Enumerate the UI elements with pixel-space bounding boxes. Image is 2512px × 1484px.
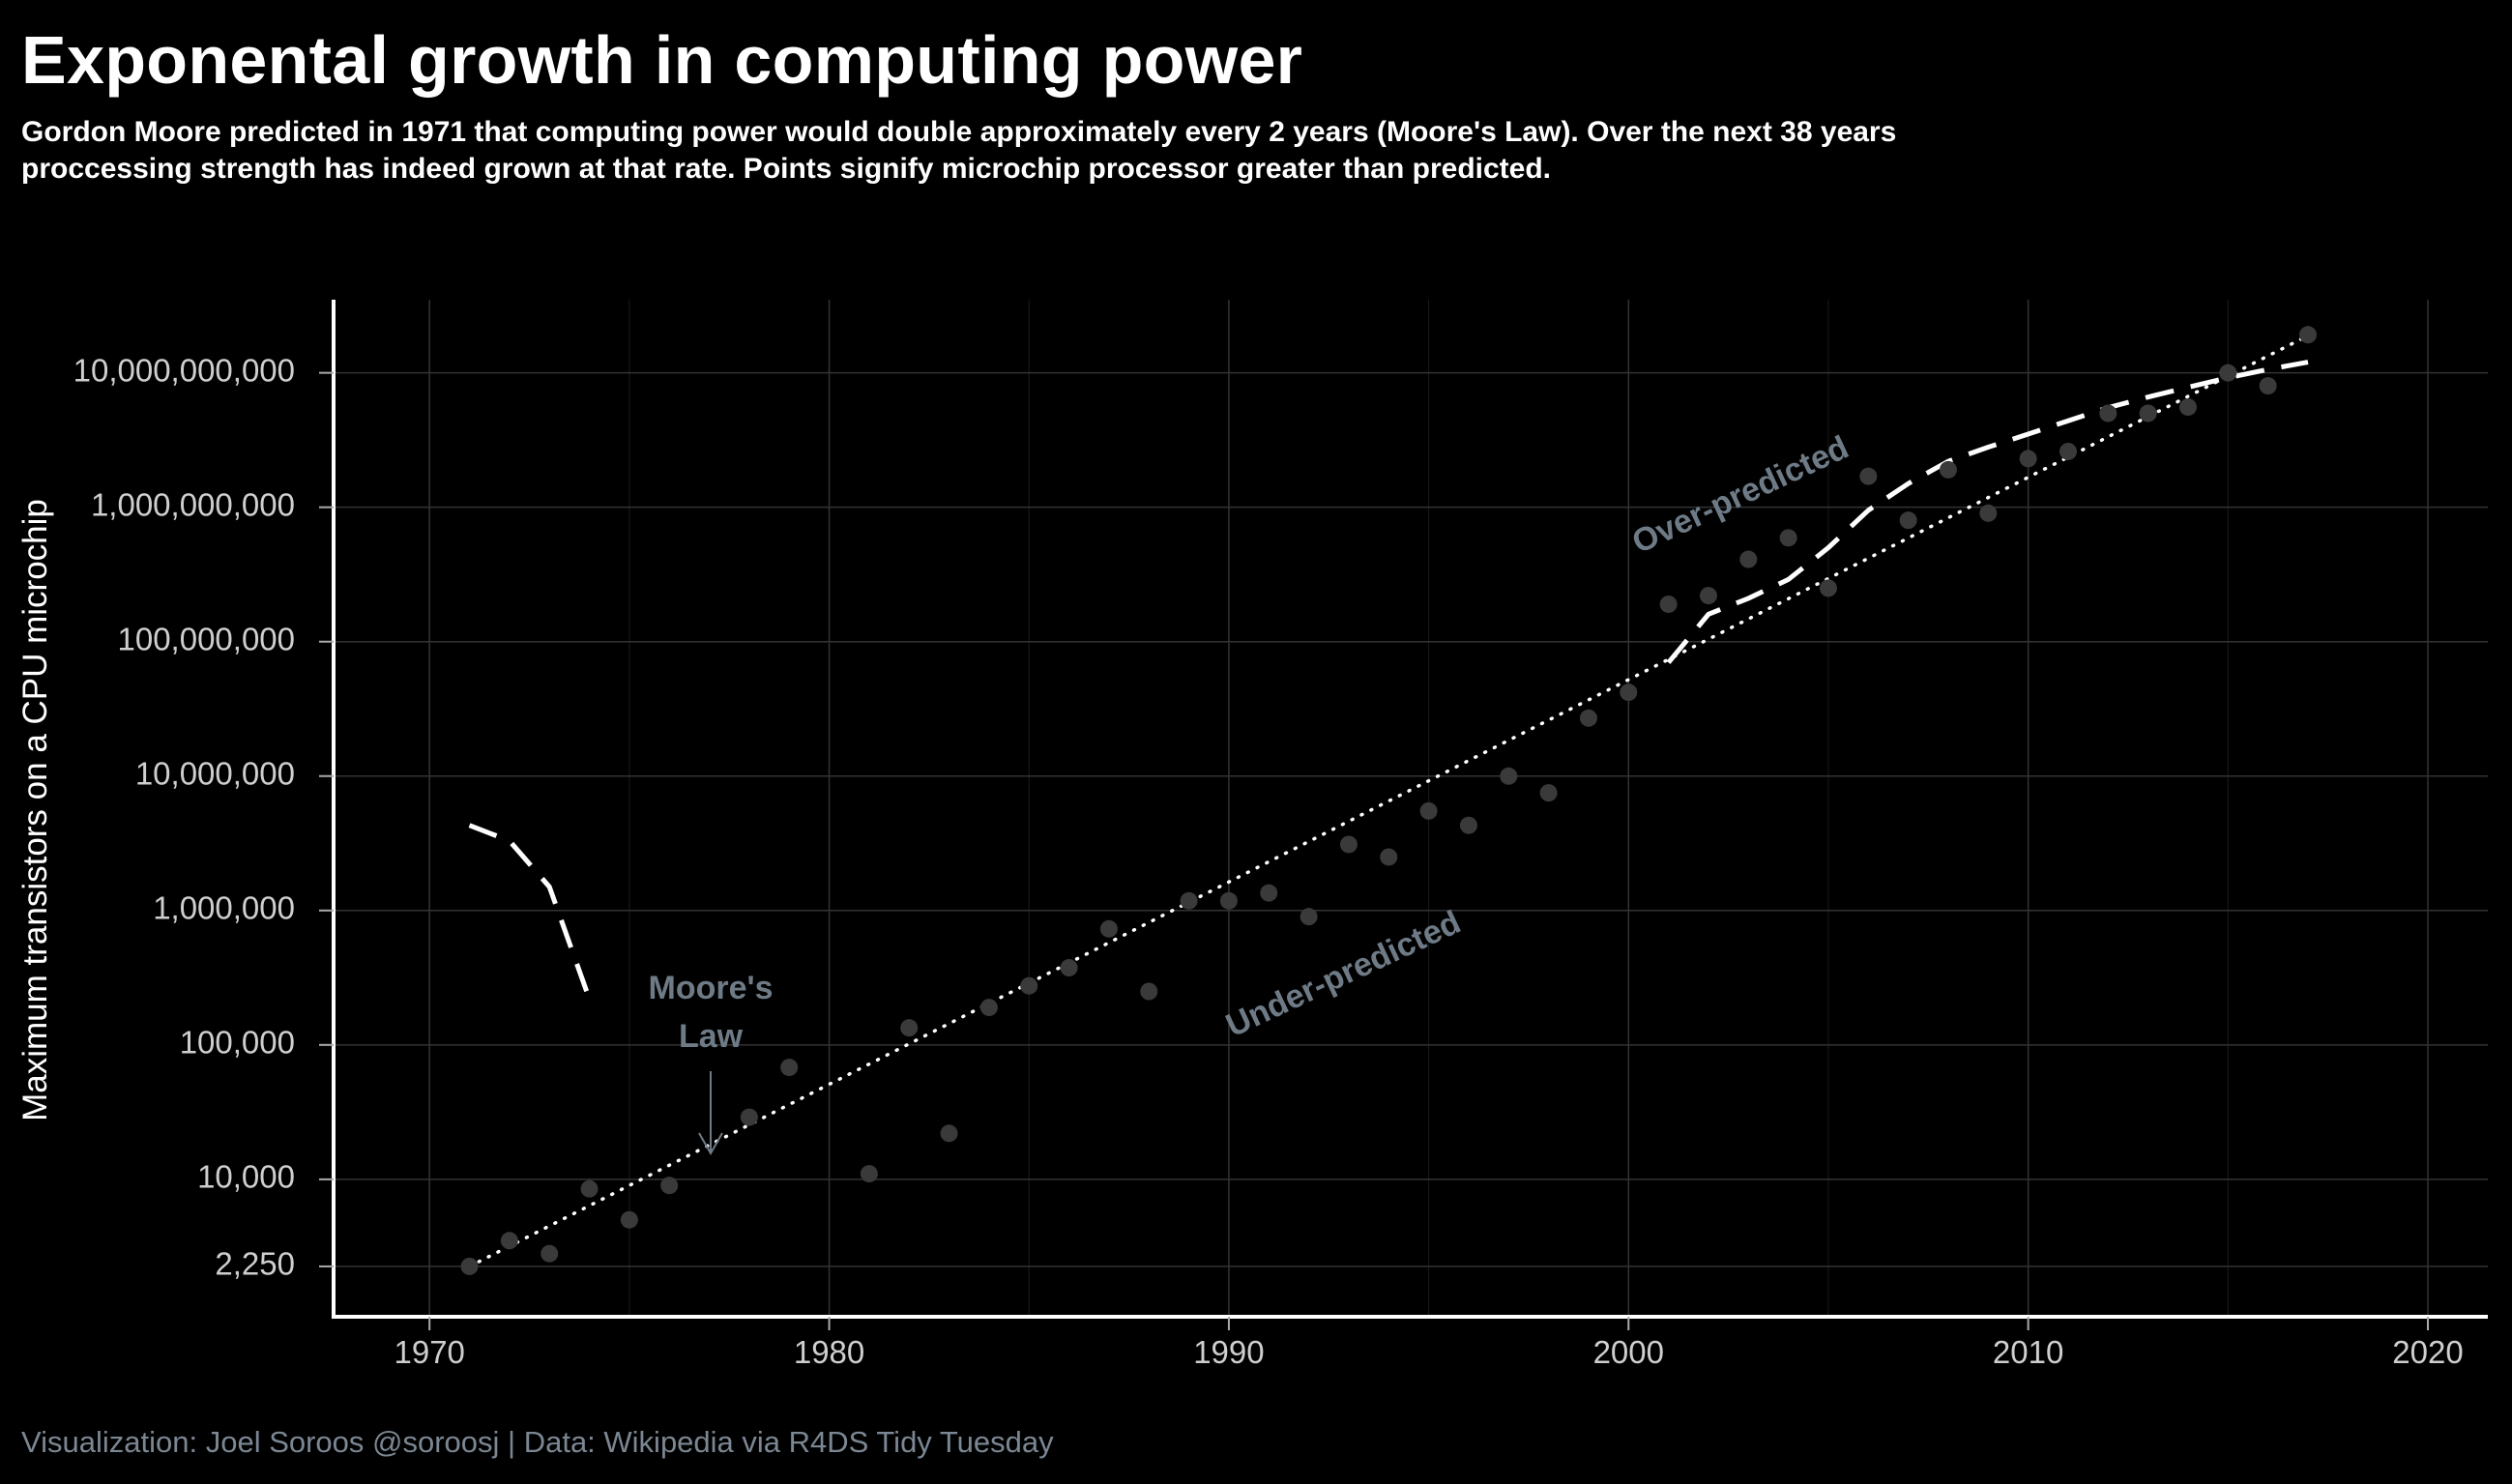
- moores-law-label-line2: Law: [679, 1018, 744, 1055]
- data-point: [1739, 550, 1758, 568]
- y-tick-label: 2,250: [215, 1246, 295, 1282]
- x-tick-label: 1980: [794, 1334, 864, 1370]
- data-point: [860, 1165, 878, 1183]
- data-point: [1979, 504, 1998, 522]
- x-tick-label: 2020: [2392, 1334, 2463, 1370]
- data-point: [500, 1232, 518, 1250]
- data-point: [580, 1179, 599, 1198]
- data-point: [460, 1257, 479, 1275]
- data-point: [1539, 784, 1558, 802]
- y-tick-label: 100,000: [180, 1025, 295, 1061]
- data-point: [1180, 891, 1198, 910]
- moores-law-line: [467, 334, 2310, 1268]
- data-point: [2259, 377, 2277, 395]
- axes: [332, 300, 2488, 1319]
- data-point: [1899, 511, 1917, 530]
- trend-dashed-line: [468, 823, 592, 1001]
- data-point: [540, 1244, 559, 1263]
- data-point: [1939, 460, 1957, 479]
- x-tick-label: 2000: [1593, 1334, 1664, 1370]
- caption: Visualization: Joel Soroos @soroosj | Da…: [21, 1425, 1054, 1459]
- trend-lines: [468, 360, 2309, 1001]
- data-point: [740, 1108, 758, 1126]
- data-points: [460, 326, 2317, 1275]
- data-point: [900, 1019, 919, 1037]
- data-point: [1099, 919, 1118, 938]
- over-predicted-label: Over-predicted: [1626, 429, 1854, 562]
- data-point: [1140, 982, 1158, 1001]
- data-point: [2298, 326, 2317, 344]
- x-tick-label: 1990: [1193, 1334, 1264, 1370]
- chart-subtitle: Gordon Moore predicted in 1971 that comp…: [21, 116, 1897, 185]
- trend-dashed-line: [1666, 360, 2309, 664]
- data-point: [2019, 450, 2037, 468]
- y-tick-label: 10,000: [197, 1159, 295, 1195]
- chart-title: Exponental growth in computing power: [21, 22, 1303, 98]
- y-tick-labels: 2,250 10,000 100,000 1,000,000 10,000,000 100…: [73, 352, 334, 1282]
- y-tick-label: 1,000,000,000: [91, 486, 295, 522]
- y-tick-label: 1,000,000: [153, 890, 295, 926]
- moores-law-arrow: [698, 1071, 723, 1156]
- data-point: [2178, 398, 2197, 417]
- data-point: [1419, 801, 1438, 820]
- data-point: [660, 1177, 679, 1195]
- y-axis-label: Maximum transistors on a CPU microchip: [16, 499, 54, 1121]
- data-point: [2219, 364, 2237, 382]
- data-point: [1380, 848, 1398, 866]
- data-point: [780, 1059, 799, 1077]
- data-point: [2099, 404, 2118, 422]
- data-point: [1500, 767, 1518, 785]
- data-point: [620, 1210, 638, 1229]
- data-point: [1779, 529, 1797, 547]
- under-predicted-label: Under-predicted: [1220, 904, 1466, 1044]
- data-point: [1659, 595, 1678, 613]
- y-tick-label: 100,000,000: [117, 621, 295, 656]
- data-point: [1459, 816, 1477, 834]
- data-point: [1579, 709, 1597, 727]
- data-point: [1339, 835, 1358, 854]
- data-point: [1060, 959, 1078, 977]
- y-tick-label: 10,000,000: [135, 755, 295, 791]
- x-tick-label: 2010: [1993, 1334, 2063, 1370]
- data-point: [1020, 976, 1038, 995]
- data-point: [1260, 884, 1278, 902]
- x-tick-labels: 1970 1980 1990 2000 2010 2020: [394, 1317, 2464, 1370]
- data-point: [2139, 404, 2157, 422]
- data-point: [1300, 908, 1318, 926]
- data-point: [979, 999, 998, 1017]
- data-point: [2059, 442, 2077, 460]
- data-point: [1219, 891, 1238, 910]
- data-point: [940, 1124, 958, 1143]
- data-point: [1699, 587, 1717, 605]
- grid-lines: [334, 300, 2488, 1317]
- moores-law-label-line1: Moore's: [649, 970, 774, 1006]
- x-tick-label: 1970: [394, 1334, 464, 1370]
- data-point: [1620, 684, 1638, 702]
- moores-law-dotted-line: [467, 334, 2310, 1268]
- data-point: [1819, 579, 1837, 597]
- y-tick-label: 10,000,000,000: [73, 352, 295, 388]
- data-point: [1859, 467, 1878, 485]
